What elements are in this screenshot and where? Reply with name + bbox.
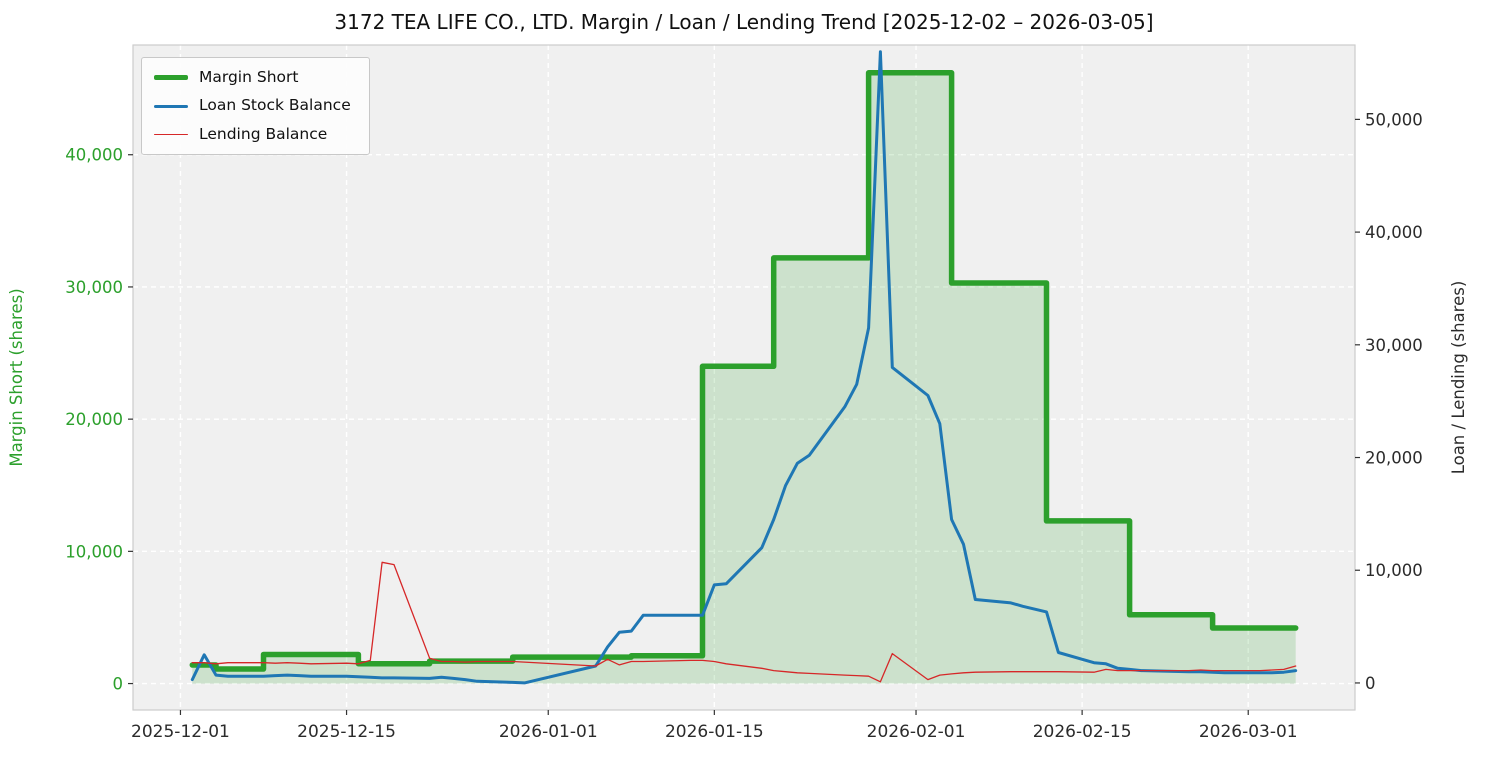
right-tick-label: 30,000 <box>1365 336 1423 355</box>
left-tick-label: 40,000 <box>65 146 123 165</box>
x-tick-label: 2026-03-01 <box>1199 722 1298 742</box>
series-area-margin-short <box>192 72 1296 684</box>
left-axis-label: Margin Short (shares) <box>7 288 26 466</box>
x-axis-ticks: 2025-12-01 2025-12-15 2026-01-01 2026-01-15… <box>131 710 1298 742</box>
series <box>189 50 1299 685</box>
x-tick-label: 2026-01-01 <box>499 722 598 742</box>
gridlines <box>133 45 1355 710</box>
right-tick-label: 20,000 <box>1365 449 1423 468</box>
x-tick-label: 2026-02-01 <box>867 722 966 742</box>
legend-item-margin-short: Margin Short <box>154 68 351 87</box>
legend: Margin Short Loan Stock Balance Lending … <box>141 57 370 156</box>
legend-label-lending-balance: Lending Balance <box>199 124 328 143</box>
legend-label-margin-short: Margin Short <box>199 68 299 86</box>
x-tick-label: 2025-12-01 <box>131 722 230 742</box>
series-line-loan-stock-balance <box>190 50 1298 685</box>
legend-line-sample-margin-short <box>154 74 188 81</box>
legend-label-loan-stock-balance: Loan Stock Balance <box>199 96 351 115</box>
plot-area <box>133 45 1355 710</box>
plot-border <box>132 44 1356 711</box>
left-axis-ticks: 0 10,000 20,000 30,000 40,000 <box>65 146 133 694</box>
right-tick-label: 40,000 <box>1365 223 1423 242</box>
left-tick-label: 10,000 <box>65 542 123 561</box>
legend-item-lending-balance: Lending Balance <box>154 125 351 144</box>
left-tick-label: 30,000 <box>65 278 123 297</box>
legend-line-sample-lending-balance <box>154 133 188 136</box>
right-axis-label: Loan / Lending (shares) <box>1449 281 1468 475</box>
chart-title: 3172 TEA LIFE CO., LTD. Margin / Loan / … <box>334 10 1154 34</box>
right-tick-label: 0 <box>1365 674 1376 693</box>
left-tick-label: 0 <box>113 675 124 694</box>
left-tick-label: 20,000 <box>65 410 123 429</box>
x-tick-label: 2026-02-15 <box>1033 722 1132 742</box>
series-line-margin-short <box>189 70 1299 672</box>
legend-line-sample-loan-stock-balance <box>154 104 188 108</box>
right-tick-label: 10,000 <box>1365 561 1423 580</box>
legend-item-loan-stock-balance: Loan Stock Balance <box>154 96 351 115</box>
right-tick-label: 50,000 <box>1365 110 1423 129</box>
right-axis-ticks: 0 10,000 20,000 30,000 40,000 50,000 <box>1355 110 1423 693</box>
x-tick-label: 2026-01-15 <box>665 722 764 742</box>
x-tick-label: 2025-12-15 <box>297 722 396 742</box>
series-line-lending-balance <box>191 561 1297 683</box>
